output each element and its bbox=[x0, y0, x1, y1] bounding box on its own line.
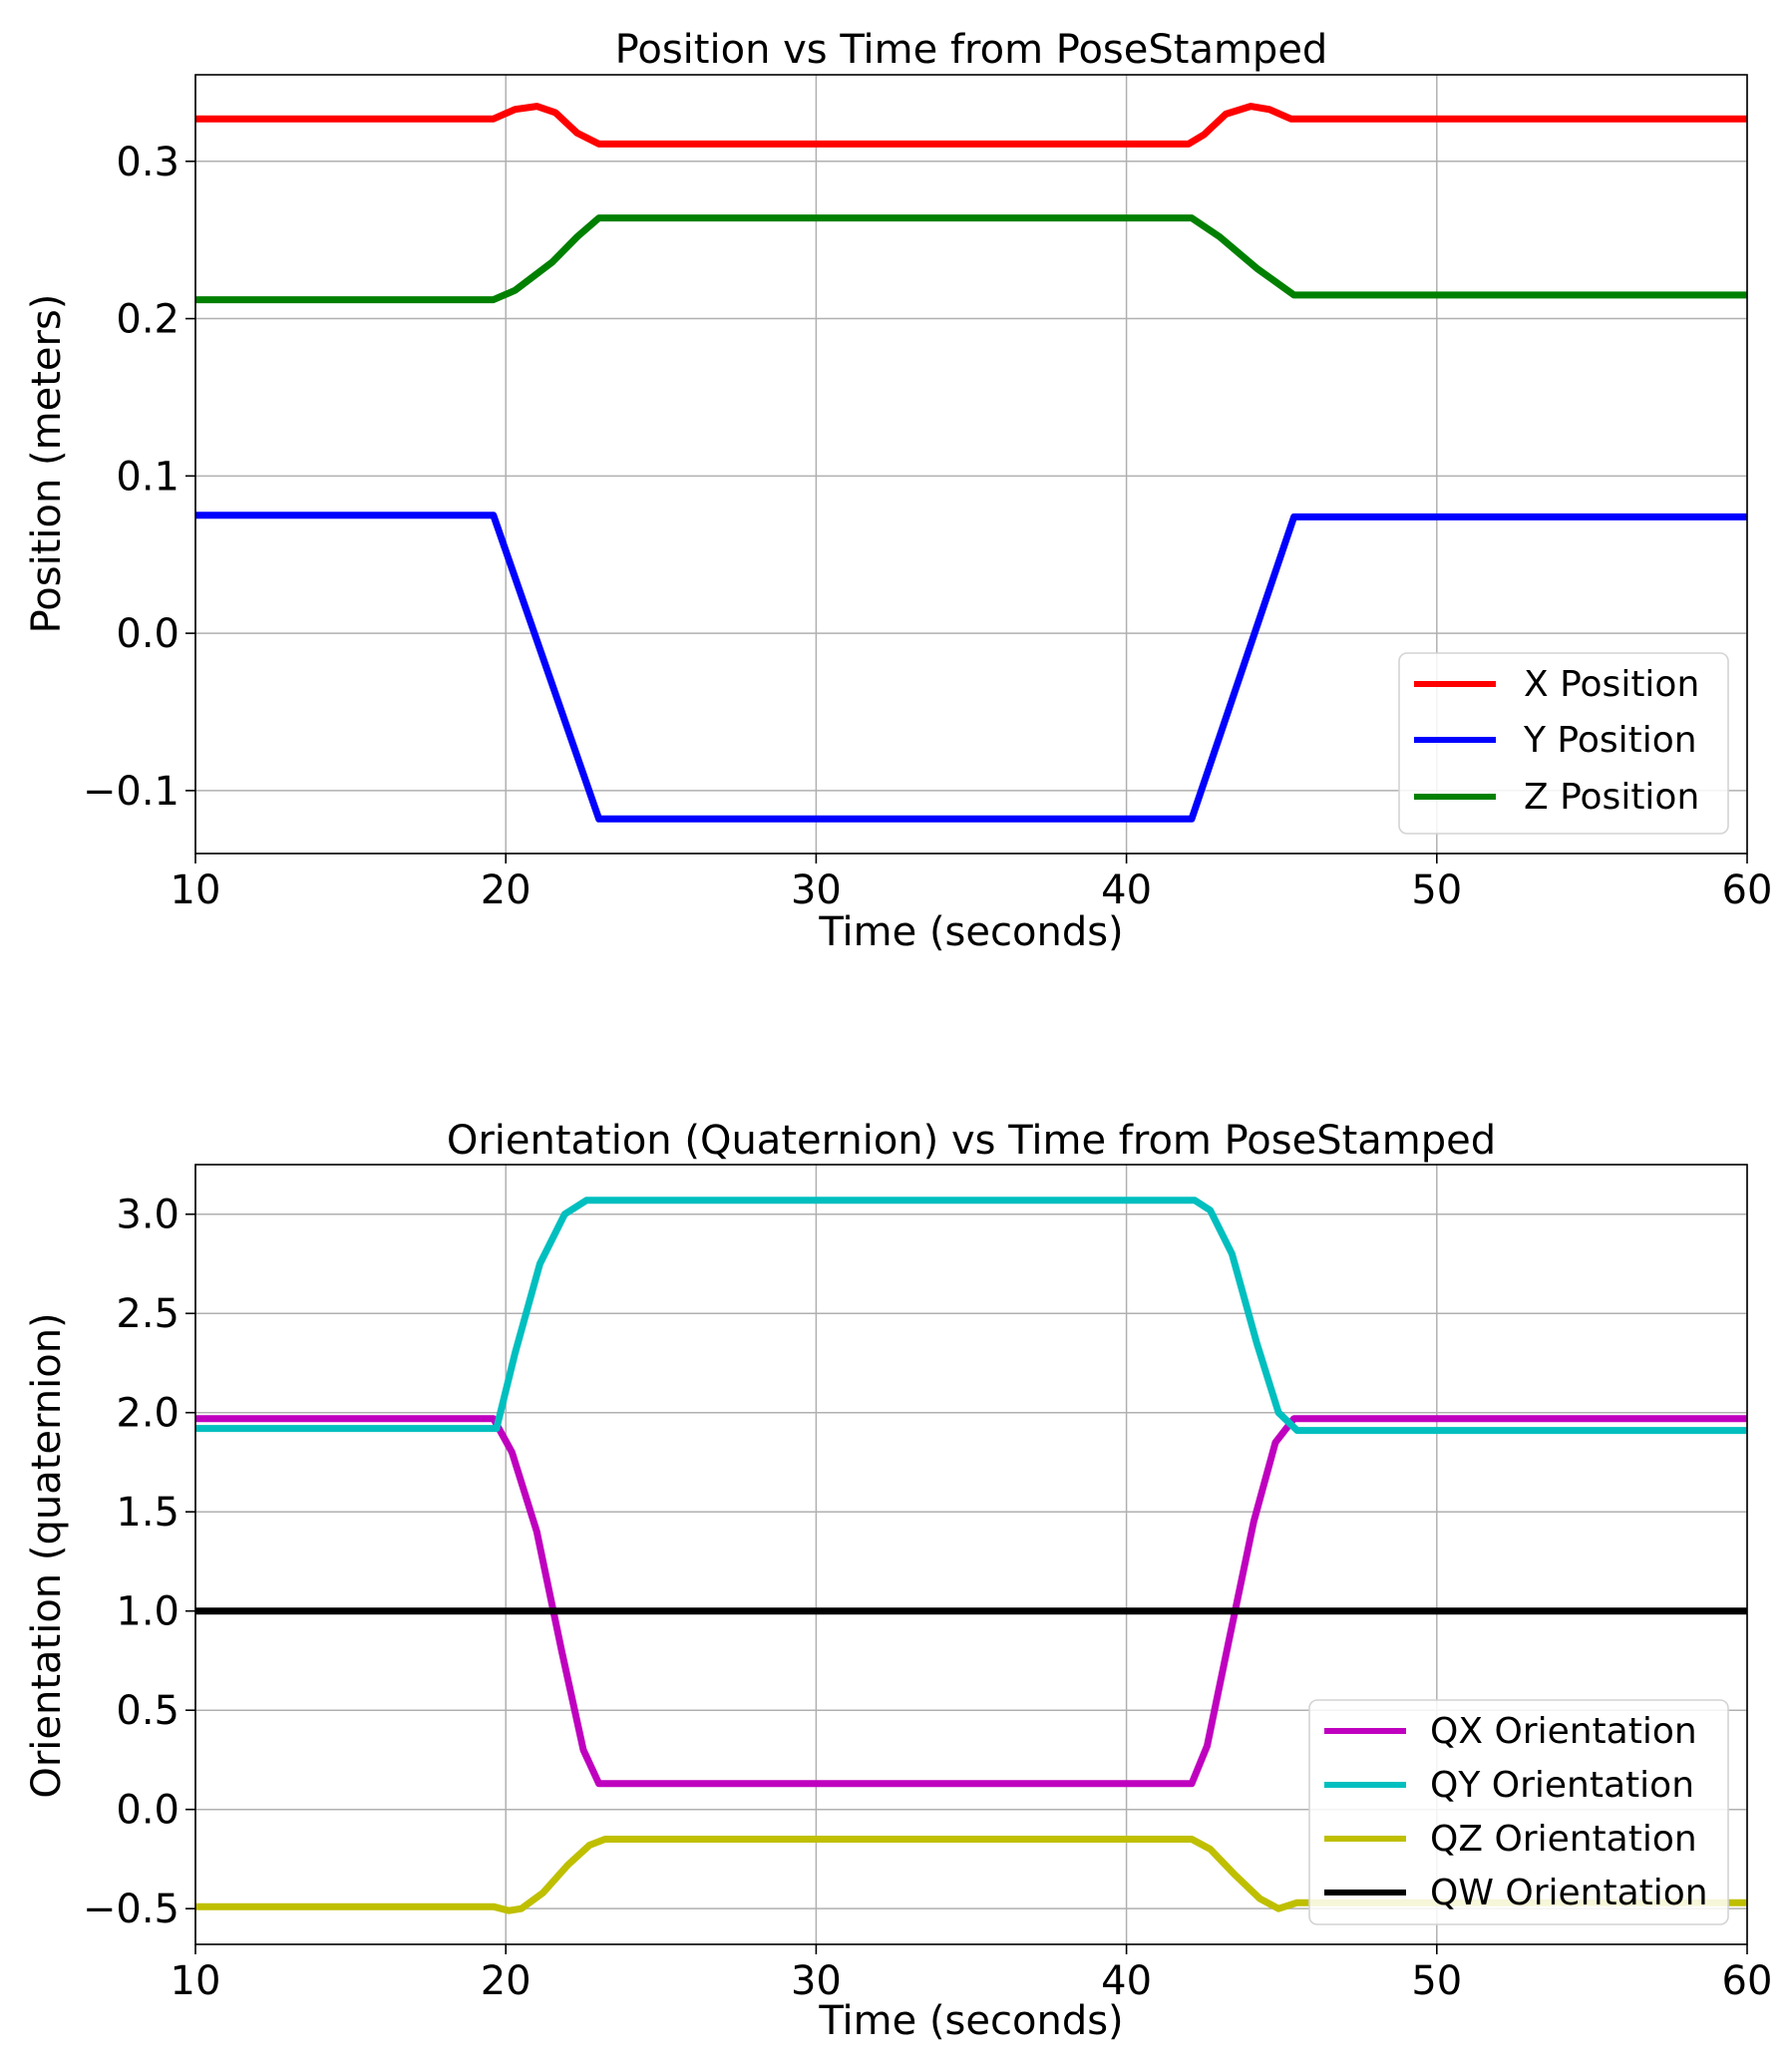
series-x-position-line bbox=[195, 103, 1747, 148]
series-qy-orientation-line bbox=[195, 1197, 1747, 1435]
orientation-chart-title: Orientation (Quaternion) vs Time from Po… bbox=[447, 1118, 1496, 1164]
position-y-axis-label: Position (meters) bbox=[24, 294, 70, 634]
orientation-ytick-label: 2.5 bbox=[116, 1291, 179, 1337]
orientation-xtick-label: 60 bbox=[1722, 1958, 1773, 2004]
position-ytick-label: −0.1 bbox=[83, 769, 179, 815]
orientation-legend-box bbox=[1308, 1699, 1729, 1925]
position-ytick-label: 0.3 bbox=[116, 140, 179, 185]
orientation-ytick-label: −0.5 bbox=[83, 1887, 179, 1932]
orientation-ytick-label: 0.5 bbox=[116, 1688, 179, 1734]
series-y-position-line bbox=[195, 512, 1747, 823]
position-xtick-label: 10 bbox=[171, 867, 221, 913]
position-chart: 10 20 30 40 50 60 −0.1 0.0 0.1 0.2 0.3 Position vs… bbox=[24, 27, 1772, 955]
series-z-position-line bbox=[195, 214, 1747, 304]
orientation-plot-frame bbox=[194, 1164, 1748, 1945]
legend-qz-label: QZ Orientation bbox=[1430, 1819, 1697, 1860]
orientation-x-axis-label: Time (seconds) bbox=[818, 1998, 1123, 2044]
legend-qx-label: QX Orientation bbox=[1430, 1711, 1697, 1752]
orientation-xtick-label: 10 bbox=[171, 1958, 221, 2004]
position-legend: X Position Y Position Z Position bbox=[1398, 652, 1729, 835]
orientation-legend: QX Orientation QY Orientation QZ Orienta… bbox=[1308, 1699, 1729, 1925]
position-series-group bbox=[195, 103, 1747, 823]
orientation-xtick-label: 30 bbox=[791, 1958, 842, 2004]
position-xtick-label: 30 bbox=[791, 867, 842, 913]
orientation-ytick-label: 2.0 bbox=[116, 1391, 179, 1437]
orientation-ticks: 10 20 30 40 50 60 −0.5 0.0 0.5 1.0 1.5 2.0 2.5 3.0 bbox=[83, 1193, 1773, 2004]
orientation-ytick-label: 0.0 bbox=[116, 1788, 179, 1834]
legend-z-position-label: Z Position bbox=[1524, 777, 1699, 818]
position-ytick-label: 0.2 bbox=[116, 297, 179, 343]
position-legend-box bbox=[1398, 652, 1729, 835]
legend-qy-label: QY Orientation bbox=[1430, 1765, 1694, 1806]
position-ytick-label: 0.1 bbox=[116, 454, 179, 500]
orientation-series-group bbox=[195, 1197, 1747, 1914]
orientation-xtick-label: 50 bbox=[1411, 1958, 1462, 2004]
orientation-ytick-label: 1.0 bbox=[116, 1589, 179, 1635]
orientation-y-axis-label: Orientation (quaternion) bbox=[24, 1312, 70, 1798]
position-ticks: 10 20 30 40 50 60 −0.1 0.0 0.1 0.2 0.3 bbox=[83, 140, 1773, 913]
series-qx-orientation-line bbox=[195, 1415, 1747, 1788]
legend-x-position-label: X Position bbox=[1524, 664, 1699, 705]
position-x-axis-label: Time (seconds) bbox=[818, 909, 1123, 955]
position-xtick-label: 40 bbox=[1101, 867, 1152, 913]
legend-y-position-label: Y Position bbox=[1523, 720, 1697, 761]
legend-qw-label: QW Orientation bbox=[1430, 1873, 1708, 1913]
position-chart-title: Position vs Time from PoseStamped bbox=[615, 27, 1328, 73]
series-qz-orientation-line bbox=[195, 1836, 1747, 1914]
orientation-ytick-label: 1.5 bbox=[116, 1490, 179, 1536]
position-xtick-label: 20 bbox=[481, 867, 532, 913]
orientation-xtick-label: 20 bbox=[481, 1958, 532, 2004]
position-xtick-label: 60 bbox=[1722, 867, 1773, 913]
orientation-chart: 10 20 30 40 50 60 −0.5 0.0 0.5 1.0 1.5 2.0 2.5 3.0 Or… bbox=[24, 1118, 1772, 2044]
orientation-xtick-label: 40 bbox=[1101, 1958, 1152, 2004]
position-ytick-label: 0.0 bbox=[116, 611, 179, 657]
position-xtick-label: 50 bbox=[1411, 867, 1462, 913]
position-plot-frame bbox=[194, 74, 1748, 855]
orientation-ytick-label: 3.0 bbox=[116, 1193, 179, 1238]
